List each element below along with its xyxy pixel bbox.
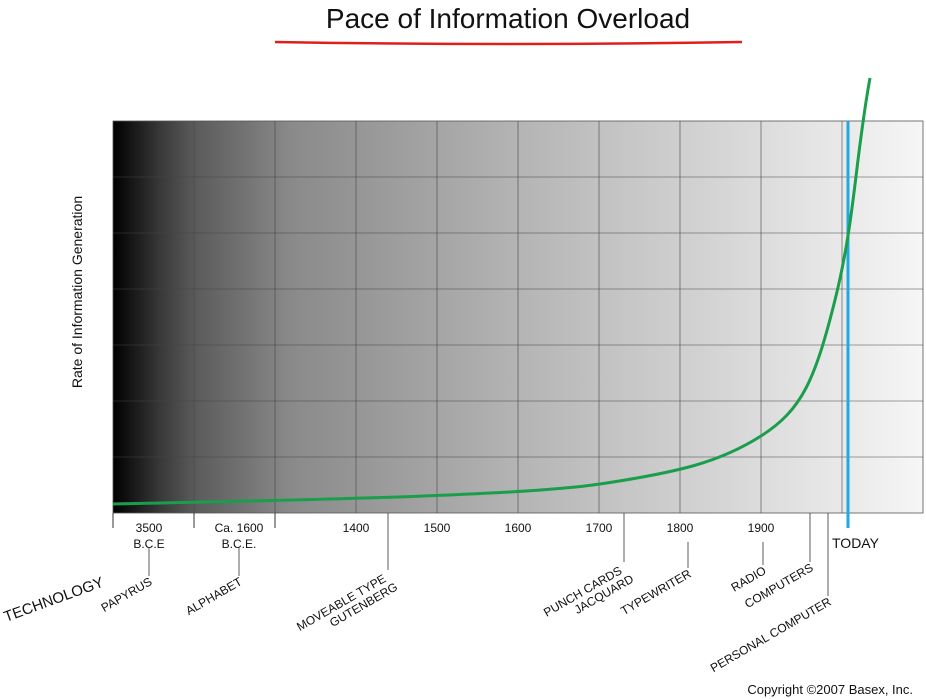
x-tick-label: Ca. 1600 bbox=[215, 521, 264, 535]
today-label: TODAY bbox=[832, 535, 880, 551]
x-tick-label: 1800 bbox=[667, 521, 694, 535]
x-tick-label: B.C.E bbox=[133, 537, 164, 551]
x-tick-label: 3500 bbox=[136, 521, 163, 535]
x-tick-label: B.C.E. bbox=[222, 537, 257, 551]
growth-curve bbox=[112, 77, 872, 506]
copyright: Copyright ©2007 Basex, Inc. bbox=[747, 682, 913, 697]
x-tick-label: 1700 bbox=[586, 521, 613, 535]
technology-label: PAPYRUS bbox=[99, 574, 155, 614]
x-tick-label: 1600 bbox=[505, 521, 532, 535]
technology-heading: TECHNOLOGY bbox=[2, 574, 106, 626]
x-tick-label: 1400 bbox=[343, 521, 370, 535]
x-tick-label: 1900 bbox=[748, 521, 775, 535]
technology-label: PERSONAL COMPUTER bbox=[708, 594, 834, 675]
y-axis-label: Rate of Information Generation bbox=[69, 196, 85, 388]
title-underline bbox=[274, 40, 743, 46]
technology-label: ALPHABET bbox=[183, 574, 245, 618]
grid bbox=[113, 121, 923, 513]
x-tick-label: 1500 bbox=[424, 521, 451, 535]
chart-title: Pace of Information Overload bbox=[326, 3, 690, 34]
